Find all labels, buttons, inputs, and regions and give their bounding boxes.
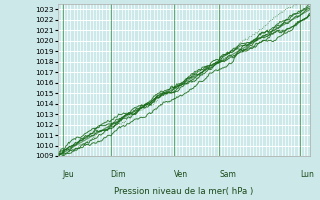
Text: Lun: Lun [300,170,314,179]
Text: Ven: Ven [174,170,188,179]
Text: Sam: Sam [220,170,236,179]
Text: Dim: Dim [111,170,126,179]
Text: Pression niveau de la mer( hPa ): Pression niveau de la mer( hPa ) [114,187,254,196]
Text: Jeu: Jeu [63,170,75,179]
